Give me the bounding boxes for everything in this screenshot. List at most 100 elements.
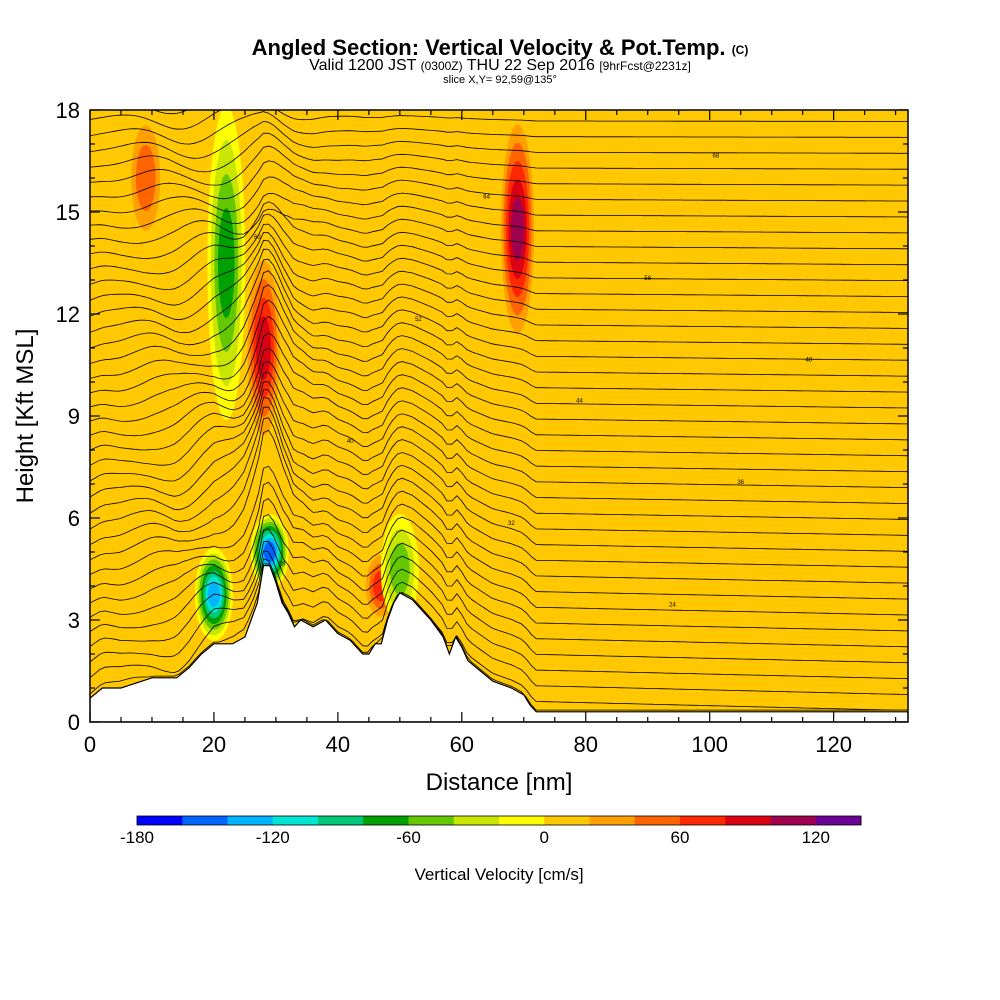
x-tick-label: 60 [450, 732, 474, 757]
y-tick-label: 3 [68, 608, 80, 633]
isentrope-label: 60 [254, 235, 261, 241]
isentrope-line [90, 360, 908, 473]
colorbar-segment [770, 816, 817, 825]
colorbar-tick-label: -60 [396, 828, 421, 847]
downdraft-cell [218, 208, 235, 318]
colorbar-segment [182, 816, 228, 825]
isentrope-line [90, 223, 908, 297]
chart-subtitle: Valid 1200 JST (0300Z) THU 22 Sep 2016 [… [309, 57, 691, 74]
x-tick-label: 80 [574, 732, 598, 757]
colorbar: -180 -120 -60 0 60 120 [120, 815, 862, 847]
isentrope-line [90, 481, 908, 616]
colorbar-segment [634, 816, 681, 825]
near-zero-band [871, 110, 897, 590]
isentrope-line [90, 316, 908, 425]
isentrope-line [90, 258, 908, 361]
colorbar-segment [680, 816, 726, 825]
x-tick-label: 100 [691, 732, 728, 757]
isentrope-line [90, 284, 908, 393]
isentrope-label: 68 [713, 154, 720, 160]
colorbar-segment [318, 816, 364, 825]
isentrope-line [90, 192, 908, 234]
isentrope-line [90, 270, 908, 377]
isentrope-label: 40 [347, 439, 354, 445]
isentrope-line [90, 558, 908, 711]
colorbar-tick-label: -180 [120, 828, 154, 847]
isentrope-line [90, 397, 908, 536]
downdraft-cell [263, 542, 276, 562]
colorbar-segment [272, 816, 319, 825]
axis-ticks [89, 109, 908, 723]
isentrope-line [90, 514, 908, 648]
x-axis-title: Distance [nm] [426, 769, 573, 796]
isentrope-label: 24 [669, 602, 676, 608]
downdraft-cell [389, 543, 410, 595]
isentrope-line [90, 371, 908, 488]
near-zero-band [830, 110, 847, 538]
near-zero-band [780, 112, 807, 613]
isentrope-label: 56 [644, 276, 651, 282]
y-tick-label: 18 [56, 98, 80, 123]
isentrope-line [90, 231, 908, 313]
x-tick-label: 120 [815, 732, 852, 757]
isentrope-line [90, 406, 908, 552]
y-axis-title: Height [Kft MSL] [12, 329, 39, 504]
isentrope-line [90, 145, 908, 186]
near-zero-band [739, 250, 757, 722]
isentrope-line [90, 563, 908, 711]
colorbar-tick-label: 60 [671, 828, 690, 847]
isentrope-line [90, 213, 908, 281]
isentrope-label: 64 [483, 194, 490, 200]
plot-area: 1620242832364044485256606468 [90, 110, 908, 722]
isentrope-line [90, 550, 908, 695]
near-zero-band [151, 239, 169, 722]
near-zero-band [465, 125, 488, 722]
colorbar-segment [137, 816, 183, 825]
colorbar-tick-label: 0 [540, 828, 549, 847]
colorbar-segment [363, 816, 409, 825]
isentrope-line [90, 248, 908, 345]
updraft-cell [510, 197, 525, 261]
x-tick-label: 20 [202, 732, 226, 757]
isentrope-line [90, 417, 908, 568]
isentrope-label: 28 [279, 562, 286, 568]
isentrope-line [90, 299, 908, 409]
isentrope-line [90, 132, 908, 173]
y-tick-label: 6 [68, 506, 80, 531]
x-tick-label: 40 [326, 732, 350, 757]
isentrope-lines: 1620242832364044485256606468 [90, 110, 908, 711]
y-tick-label: 15 [56, 200, 80, 225]
isentrope-line [90, 160, 908, 202]
colorbar-tick-label: -120 [256, 828, 290, 847]
colorbar-segment [589, 816, 636, 825]
slice-info: slice X,Y= 92,59@135° [443, 74, 557, 86]
near-zero-band [333, 110, 348, 701]
isentrope-line [90, 239, 908, 329]
isentrope-line [90, 201, 908, 266]
title-tag: (C) [731, 43, 749, 57]
isentrope-line [90, 332, 908, 441]
isentrope-line [90, 110, 908, 130]
colorbar-label: Vertical Velocity [cm/s] [414, 865, 583, 884]
isentrope-line [90, 111, 908, 145]
y-tick-label: 0 [68, 710, 80, 735]
colorbar-segment [815, 816, 862, 825]
colorbar-segment [725, 816, 771, 825]
terrain [90, 565, 908, 722]
near-zero-band [374, 165, 398, 722]
isentrope-label: 48 [806, 358, 813, 364]
colorbar-segment [499, 816, 545, 825]
near-zero-band [100, 219, 129, 722]
y-tick-label: 9 [68, 404, 80, 429]
near-zero-band [689, 313, 717, 722]
updraft-cell [256, 316, 271, 380]
colorbar-tick-label: 120 [802, 828, 830, 847]
isentrope-line [90, 429, 908, 584]
isentrope-line [90, 498, 908, 632]
isentrope-label: 44 [576, 398, 583, 404]
isentrope-label: 52 [415, 317, 422, 323]
chart-title: Angled Section: Vertical Velocity & Pot.… [251, 35, 749, 60]
colorbar-segment [453, 816, 500, 825]
